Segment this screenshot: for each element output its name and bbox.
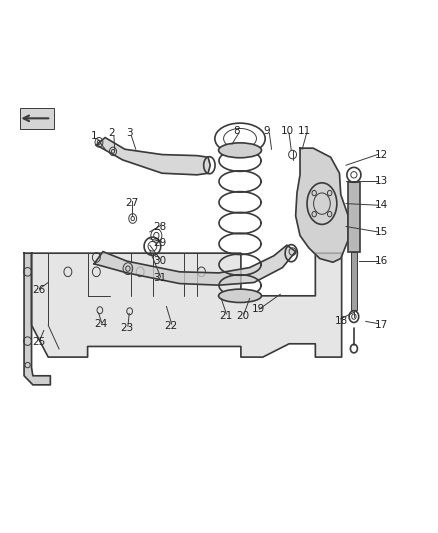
Text: 8: 8	[233, 126, 240, 135]
Bar	[348, 182, 360, 252]
Text: 17: 17	[374, 320, 388, 330]
Polygon shape	[96, 138, 210, 175]
Text: 25: 25	[32, 337, 45, 347]
Text: 24: 24	[94, 319, 107, 328]
Text: 20: 20	[237, 311, 250, 320]
Text: 31: 31	[153, 273, 166, 283]
Ellipse shape	[219, 289, 261, 303]
Polygon shape	[32, 253, 342, 357]
Text: 14: 14	[374, 200, 388, 210]
Text: 11: 11	[298, 126, 311, 135]
Polygon shape	[24, 253, 50, 385]
Text: 26: 26	[32, 286, 45, 295]
Text: 16: 16	[374, 256, 388, 266]
Text: 3: 3	[126, 128, 133, 138]
Polygon shape	[296, 148, 348, 262]
Text: 15: 15	[374, 227, 388, 237]
Text: 19: 19	[252, 304, 265, 314]
Ellipse shape	[219, 143, 261, 158]
Text: 2: 2	[108, 128, 115, 138]
Text: 21: 21	[219, 311, 232, 320]
Text: 27: 27	[125, 198, 138, 207]
Text: 22: 22	[164, 321, 177, 331]
Polygon shape	[94, 245, 296, 285]
Text: 12: 12	[374, 150, 388, 159]
FancyBboxPatch shape	[20, 108, 54, 129]
Text: 28: 28	[153, 222, 166, 231]
Text: 9: 9	[264, 126, 271, 135]
Text: 30: 30	[153, 256, 166, 266]
Text: 23: 23	[120, 323, 134, 333]
Text: 10: 10	[280, 126, 293, 135]
Text: 13: 13	[374, 176, 388, 186]
Text: 1: 1	[91, 131, 98, 141]
Text: 29: 29	[153, 238, 166, 247]
Bar	[351, 252, 357, 310]
Text: 18: 18	[335, 316, 348, 326]
